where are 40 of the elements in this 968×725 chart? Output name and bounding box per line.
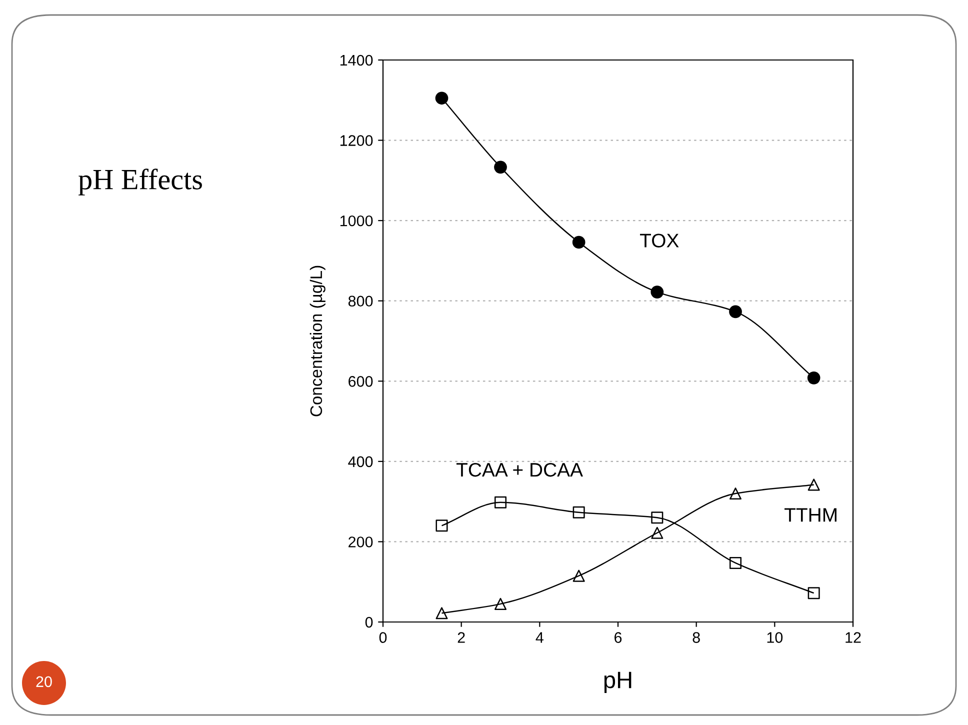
series-label: TTHM <box>784 508 836 522</box>
point <box>435 92 448 105</box>
point <box>572 506 585 518</box>
y-tick-label: 200 <box>348 536 373 548</box>
point <box>651 512 664 524</box>
point <box>494 160 507 174</box>
x-tick-label: 12 <box>846 632 861 643</box>
point <box>436 520 448 532</box>
point <box>494 598 507 610</box>
point <box>729 488 742 500</box>
point <box>572 570 585 582</box>
x-tick-label: 4 <box>536 632 544 643</box>
x-tick-label: 6 <box>614 632 622 643</box>
point <box>808 587 820 600</box>
series-label: TCAA + DCAA <box>456 462 583 477</box>
point <box>572 236 586 249</box>
y-tick-label: 1200 <box>340 135 373 146</box>
point <box>436 607 448 620</box>
point <box>729 305 742 318</box>
point <box>651 526 664 539</box>
y-tick-label: 800 <box>348 296 373 307</box>
x-tick-label: 0 <box>379 632 387 643</box>
x-tick-label: 10 <box>767 632 783 643</box>
point <box>808 478 820 491</box>
text: pH Effects <box>78 168 202 196</box>
y-tick-label: 1400 <box>340 54 373 66</box>
point <box>729 556 742 569</box>
y-tick-label: 0 <box>365 616 373 628</box>
series-label: TOX <box>640 234 679 248</box>
point <box>494 496 507 508</box>
text: 20 <box>36 676 52 688</box>
x-tick-label: 8 <box>692 632 700 643</box>
y-tick-label: 600 <box>348 376 373 387</box>
y-axis-title: Concentration (µg/L) <box>310 266 326 416</box>
y-tick-label: 1000 <box>340 215 373 226</box>
x-tick-label: 2 <box>458 632 465 643</box>
x-axis-title: pH <box>604 672 632 693</box>
point <box>650 286 664 298</box>
y-tick-label: 400 <box>348 456 373 468</box>
point <box>807 371 820 384</box>
